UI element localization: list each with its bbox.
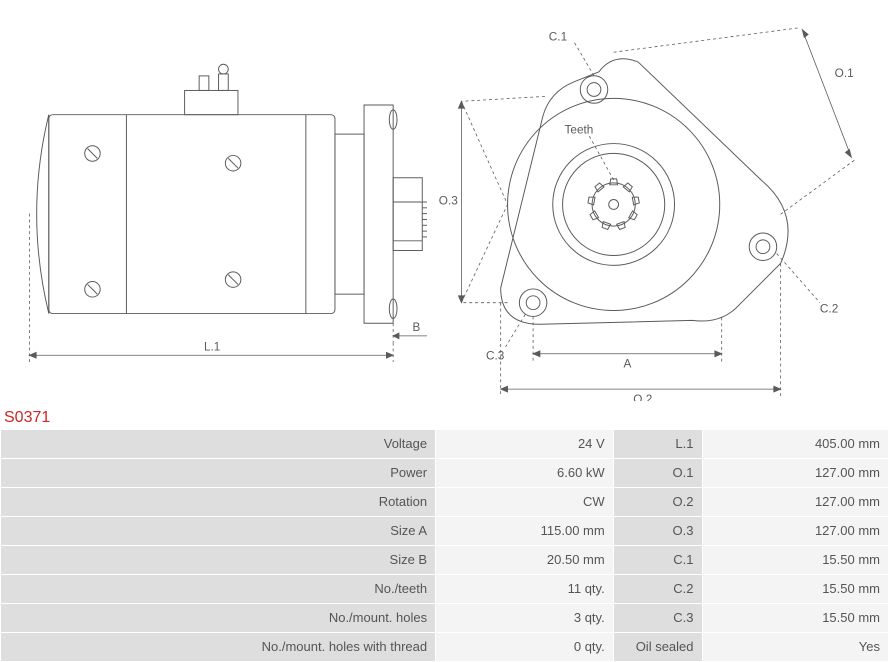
- spec-label: O.1: [613, 458, 702, 487]
- front-view-svg: C.1 C.2 C.3 O.1 O.2 O.3 A Teeth: [427, 8, 879, 401]
- spec-value: 24 V: [436, 429, 614, 458]
- table-row: Power 6.60 kW O.1 127.00 mm: [1, 458, 889, 487]
- spec-value: 127.00 mm: [702, 516, 889, 545]
- spec-label: L.1: [613, 429, 702, 458]
- side-view-svg: B L.1: [10, 8, 427, 367]
- dim-label-o3: O.3: [439, 194, 458, 207]
- diagram-side-view: B L.1: [10, 8, 427, 401]
- diagram-front-view: C.1 C.2 C.3 O.1 O.2 O.3 A Teeth: [427, 8, 879, 401]
- dim-label-a: A: [624, 358, 632, 371]
- spec-value: 127.00 mm: [702, 458, 889, 487]
- table-row: No./teeth 11 qty. C.2 15.50 mm: [1, 574, 889, 603]
- spec-label: O.2: [613, 487, 702, 516]
- spec-label: Power: [1, 458, 436, 487]
- dim-label-c1: C.1: [549, 30, 567, 43]
- dim-label-teeth: Teeth: [565, 124, 594, 137]
- table-row: Size B 20.50 mm C.1 15.50 mm: [1, 545, 889, 574]
- spec-label: C.3: [613, 603, 702, 632]
- diagram-row: B L.1: [0, 0, 889, 401]
- dim-label-o1: O.1: [835, 67, 854, 80]
- table-row: Voltage 24 V L.1 405.00 mm: [1, 429, 889, 458]
- spec-value: 20.50 mm: [436, 545, 614, 574]
- spec-label: Size A: [1, 516, 436, 545]
- spec-value: 115.00 mm: [436, 516, 614, 545]
- spec-value: 127.00 mm: [702, 487, 889, 516]
- table-row: No./mount. holes 3 qty. C.3 15.50 mm: [1, 603, 889, 632]
- dim-label-c3: C.3: [486, 350, 505, 363]
- spec-label: No./mount. holes with thread: [1, 632, 436, 661]
- dim-label-b: B: [413, 321, 421, 334]
- spec-value: 15.50 mm: [702, 545, 889, 574]
- part-number: S0371: [0, 401, 889, 429]
- spec-value: 11 qty.: [436, 574, 614, 603]
- spec-value: Yes: [702, 632, 889, 661]
- spec-value: 0 qty.: [436, 632, 614, 661]
- table-row: Rotation CW O.2 127.00 mm: [1, 487, 889, 516]
- spec-label: No./mount. holes: [1, 603, 436, 632]
- spec-value: 405.00 mm: [702, 429, 889, 458]
- spec-table: Voltage 24 V L.1 405.00 mm Power 6.60 kW…: [0, 429, 889, 662]
- spec-value: CW: [436, 487, 614, 516]
- spec-label: Rotation: [1, 487, 436, 516]
- spec-label: C.1: [613, 545, 702, 574]
- dim-label-l1: L.1: [204, 340, 220, 353]
- spec-value: 6.60 kW: [436, 458, 614, 487]
- dim-label-o2: O.2: [633, 393, 652, 401]
- spec-label: Voltage: [1, 429, 436, 458]
- spec-table-body: Voltage 24 V L.1 405.00 mm Power 6.60 kW…: [1, 429, 889, 661]
- spec-value: 15.50 mm: [702, 574, 889, 603]
- spec-label: C.2: [613, 574, 702, 603]
- spec-label: Oil sealed: [613, 632, 702, 661]
- spec-value: 3 qty.: [436, 603, 614, 632]
- spec-label: No./teeth: [1, 574, 436, 603]
- spec-label: Size B: [1, 545, 436, 574]
- dim-label-c2: C.2: [820, 303, 838, 316]
- spec-value: 15.50 mm: [702, 603, 889, 632]
- table-row: No./mount. holes with thread 0 qty. Oil …: [1, 632, 889, 661]
- table-row: Size A 115.00 mm O.3 127.00 mm: [1, 516, 889, 545]
- spec-label: O.3: [613, 516, 702, 545]
